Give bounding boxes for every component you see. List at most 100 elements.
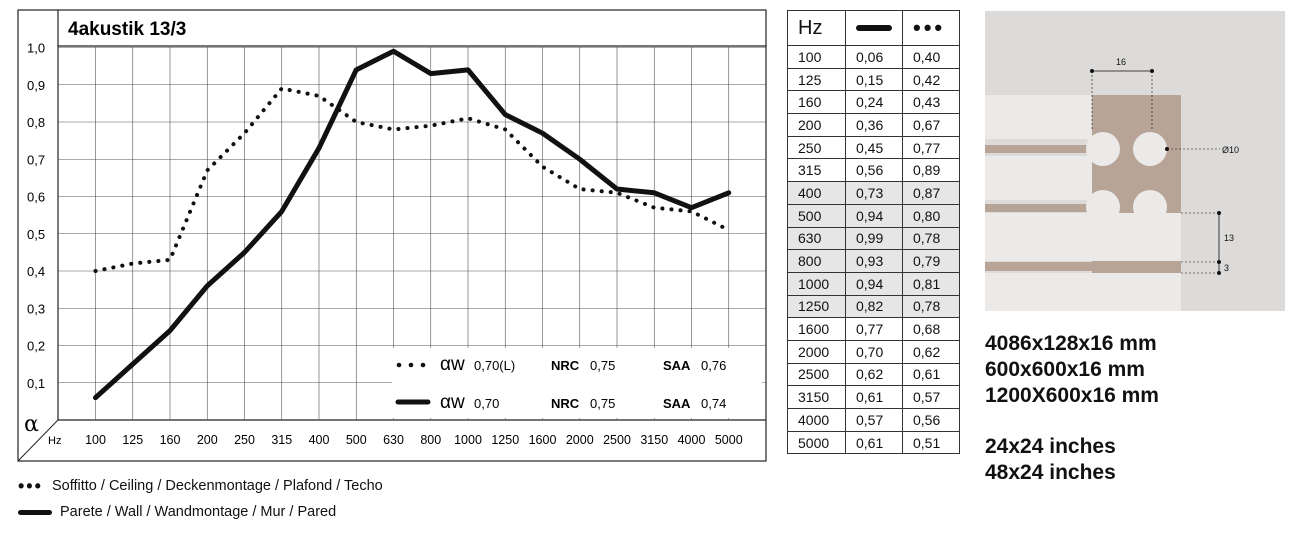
dimensions-inches: 24x24 inches 48x24 inches bbox=[985, 434, 1116, 486]
absorption-table: Hz ••• 100 0,06 0,40 125 0,15 0,42 160 0,24 0,43… bbox=[787, 10, 960, 455]
dim-marker bbox=[1217, 260, 1221, 264]
dimension-line: 600x600x16 mm bbox=[985, 358, 1145, 381]
table-row: 2000 0,70 0,62 bbox=[787, 339, 960, 364]
table-cell-hz: 125 bbox=[787, 67, 846, 92]
panel-drawing: 16 Ø10 13 3 bbox=[985, 11, 1285, 316]
table-header-row: Hz ••• bbox=[787, 10, 960, 46]
table-cell-ceiling: 0,79 bbox=[902, 249, 960, 273]
perforation-hole bbox=[1086, 132, 1120, 166]
table-cell-hz: 200 bbox=[787, 113, 846, 137]
dotted-line-icon: ••• bbox=[18, 476, 43, 496]
corner-diagonal bbox=[17, 419, 59, 462]
table-cell-wall: 0,15 bbox=[845, 67, 903, 92]
table-row: 160 0,24 0,43 bbox=[787, 90, 960, 115]
y-tick-label: 0,6 bbox=[27, 190, 45, 205]
table-cell-hz: 3150 bbox=[787, 385, 846, 409]
table-cell-hz: 4000 bbox=[787, 408, 846, 432]
dotted-line-icon: ••• bbox=[913, 15, 946, 41]
inner-legend: αw 0,70(L) NRC 0,75 SAA 0,76 αw 0,70 NRC… bbox=[392, 348, 762, 418]
inner-legend-dot bbox=[420, 362, 426, 368]
table-row: 250 0,45 0,77 bbox=[787, 135, 960, 160]
table-cell-wall: 0,77 bbox=[845, 317, 903, 341]
x-tick-label: 400 bbox=[309, 433, 330, 447]
x-tick-labels: 100 125 160 200 250 315 400 500 630 800 1000 1250 16… bbox=[85, 433, 743, 447]
panel-svg: 16 Ø10 13 3 bbox=[985, 11, 1285, 311]
y-tick-label: 0,5 bbox=[27, 227, 45, 242]
table-cell-wall: 0,70 bbox=[845, 339, 903, 364]
inner-legend-dot bbox=[408, 362, 414, 368]
inner-legend-dot bbox=[396, 362, 402, 368]
table-cell-hz: 250 bbox=[787, 135, 846, 160]
nrc-label: NRC bbox=[551, 396, 580, 411]
dim-gap-label: 3 bbox=[1224, 263, 1229, 273]
legend-ceiling: ••• Soffitto / Ceiling / Deckenmontage /… bbox=[18, 476, 383, 496]
series-ceiling-line bbox=[93, 86, 731, 273]
slat bbox=[985, 273, 1181, 311]
x-tick-label: 1000 bbox=[454, 433, 482, 447]
table-cell-ceiling: 0,51 bbox=[902, 430, 960, 455]
dim-marker bbox=[1165, 147, 1169, 151]
table-row: 200 0,36 0,67 bbox=[787, 113, 960, 137]
table-header-ceiling: ••• bbox=[902, 10, 960, 46]
table-row: 1000 0,94 0,81 bbox=[787, 271, 960, 296]
table-cell-wall: 0,62 bbox=[845, 362, 903, 387]
grid bbox=[58, 47, 766, 420]
perforation-hole bbox=[1133, 190, 1167, 224]
dim-hole-label: Ø10 bbox=[1222, 145, 1239, 155]
x-tick-label: 250 bbox=[234, 433, 255, 447]
table-cell-hz: 1600 bbox=[787, 317, 846, 341]
inner-legend-solid-row: αw 0,70 NRC 0,75 SAA 0,74 bbox=[395, 392, 726, 413]
table-cell-hz: 160 bbox=[787, 90, 846, 115]
saa-value: 0,74 bbox=[701, 396, 726, 411]
table-cell-wall: 0,06 bbox=[845, 45, 903, 69]
table-cell-hz: 2000 bbox=[787, 339, 846, 364]
felt-stripe bbox=[985, 204, 1181, 212]
table-cell-ceiling: 0,78 bbox=[902, 226, 960, 251]
table-cell-hz: 5000 bbox=[787, 430, 846, 455]
table-row: 400 0,73 0,87 bbox=[787, 181, 960, 205]
table-header-wall bbox=[845, 10, 903, 46]
absorption-chart: 4akustik 13/3 α Hz 0,1 0,2 0,3 0,4 0,5 0,6 0,7… bbox=[17, 9, 767, 462]
table-cell-hz: 800 bbox=[787, 249, 846, 273]
saa-label: SAA bbox=[663, 396, 691, 411]
table-cell-ceiling: 0,43 bbox=[902, 90, 960, 115]
y-axis-label: α bbox=[24, 412, 39, 437]
aw-value: 0,70 bbox=[474, 396, 499, 411]
x-tick-label: 500 bbox=[346, 433, 367, 447]
table-cell-ceiling: 0,62 bbox=[902, 339, 960, 364]
dimension-line: 24x24 inches bbox=[985, 435, 1116, 458]
saa-label: SAA bbox=[663, 358, 691, 373]
y-tick-label: 0,2 bbox=[27, 339, 45, 354]
dim-slat-label: 13 bbox=[1224, 233, 1234, 243]
table-cell-hz: 100 bbox=[787, 45, 846, 69]
x-tick-label: 2500 bbox=[603, 433, 631, 447]
table-cell-ceiling: 0,89 bbox=[902, 158, 960, 183]
y-tick-label: 0,7 bbox=[27, 152, 45, 167]
dim-marker bbox=[1217, 211, 1221, 215]
table-row: 630 0,99 0,78 bbox=[787, 226, 960, 251]
x-tick-label: 100 bbox=[85, 433, 106, 447]
table-cell-wall: 0,24 bbox=[845, 90, 903, 115]
saa-value: 0,76 bbox=[701, 358, 726, 373]
solid-line-icon bbox=[856, 25, 892, 32]
table-cell-hz: 1000 bbox=[787, 271, 846, 296]
y-tick-label: 1,0 bbox=[27, 41, 45, 56]
aw-label: αw bbox=[440, 354, 465, 375]
table-cell-wall: 0,36 bbox=[845, 113, 903, 137]
table-cell-hz: 500 bbox=[787, 203, 846, 228]
inner-legend-dotted-row: αw 0,70(L) NRC 0,75 SAA 0,76 bbox=[396, 354, 726, 375]
perforation-hole bbox=[1086, 190, 1120, 224]
dimension-line: 48x24 inches bbox=[985, 461, 1116, 484]
table-cell-ceiling: 0,40 bbox=[902, 45, 960, 69]
table-cell-ceiling: 0,78 bbox=[902, 294, 960, 319]
perforation-hole bbox=[1133, 132, 1167, 166]
table-cell-ceiling: 0,87 bbox=[902, 181, 960, 205]
table-cell-wall: 0,57 bbox=[845, 408, 903, 432]
table-cell-hz: 630 bbox=[787, 226, 846, 251]
nrc-value: 0,75 bbox=[590, 396, 615, 411]
table-row: 100 0,06 0,40 bbox=[787, 45, 960, 69]
dim-marker bbox=[1217, 271, 1221, 275]
table-row: 125 0,15 0,42 bbox=[787, 67, 960, 92]
table-cell-ceiling: 0,56 bbox=[902, 408, 960, 432]
table-cell-ceiling: 0,68 bbox=[902, 317, 960, 341]
